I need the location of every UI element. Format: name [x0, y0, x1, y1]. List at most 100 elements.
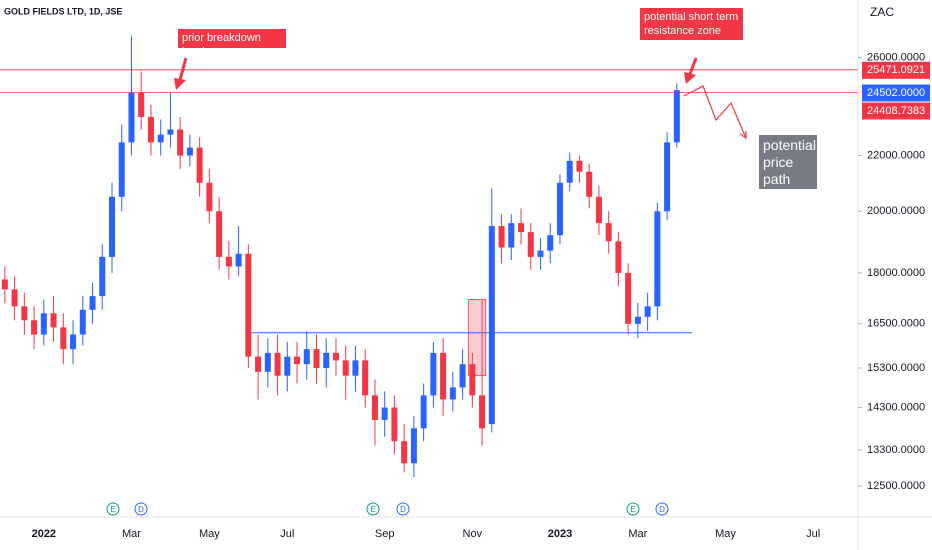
arrow-head [174, 78, 186, 90]
x-tick-label: Mar [122, 528, 141, 540]
price-path [683, 85, 747, 139]
event-label: E [370, 505, 375, 514]
candle-body [381, 407, 388, 420]
candle-body [508, 223, 515, 248]
event-marker [106, 502, 120, 516]
candle-body [547, 235, 554, 251]
x-tick-label: 2022 [32, 528, 56, 540]
arrow-head [684, 72, 696, 84]
annotation: potential short term resistance zone [640, 8, 743, 40]
event-label: E [110, 505, 115, 514]
y-tick-label: 16500.0000 [867, 318, 925, 330]
y-tick-label: 14300.0000 [867, 401, 925, 413]
annotation: potential price path [759, 135, 817, 189]
y-tick-label: 12500.0000 [867, 480, 925, 492]
candle-body [537, 250, 544, 257]
candle-body [391, 407, 398, 442]
arrow [178, 57, 188, 81]
candle-body [371, 395, 378, 420]
candle-body [342, 360, 349, 376]
candle-body [128, 92, 135, 143]
candle-body [40, 313, 47, 335]
currency-label: ZAC [870, 5, 894, 19]
candle-body [644, 306, 651, 317]
candle-body [634, 316, 641, 324]
candle-body [615, 241, 622, 273]
candle-body [225, 256, 232, 267]
candle-body [99, 256, 106, 297]
candle-body [332, 352, 339, 361]
candle-body [566, 160, 573, 183]
candle-body [440, 352, 447, 400]
price-label-box [862, 61, 930, 79]
price-label: 24502.0000 [867, 87, 925, 99]
candle-body [410, 428, 417, 464]
candle-body [108, 196, 115, 257]
candle-body [605, 223, 612, 242]
y-tick-label: 15300.0000 [867, 362, 925, 374]
x-tick-label: Jul [806, 528, 820, 540]
event-marker [396, 502, 410, 516]
candle-body [235, 253, 242, 267]
candle-body [206, 182, 213, 212]
candle-body [70, 334, 77, 350]
candle-body [313, 349, 320, 368]
candle-body [420, 395, 427, 429]
candle-body [255, 356, 262, 372]
candle-body [167, 129, 174, 135]
candle-body [362, 360, 369, 396]
candle-body [60, 327, 67, 350]
candle-body [294, 356, 301, 365]
candle-body [31, 320, 38, 335]
y-tick-label: 22000.0000 [867, 149, 925, 161]
candle-body [352, 360, 359, 376]
x-tick-label: May [715, 528, 736, 540]
candle-body [89, 296, 96, 310]
candle-body [595, 196, 602, 224]
candle-body [216, 211, 223, 257]
arrow [688, 57, 698, 75]
candle-body [11, 289, 18, 307]
candle-body [21, 306, 28, 321]
candle-body [264, 352, 271, 372]
chart-title: GOLD FIELDS LTD, 1D, JSE [4, 6, 122, 16]
drawings [174, 57, 747, 140]
candle-body [430, 352, 437, 396]
event-label: E [630, 505, 635, 514]
candle-body [673, 90, 680, 143]
candle-body [401, 441, 408, 464]
candle-body [654, 211, 661, 307]
x-tick-label: Sep [375, 528, 395, 540]
candle-body [323, 352, 330, 368]
candle-body [498, 226, 505, 248]
event-marker [655, 502, 669, 516]
x-tick-label: Jul [280, 528, 294, 540]
event-label: D [400, 505, 406, 514]
candle-body [138, 92, 145, 117]
candle-body [157, 134, 164, 143]
candle-body [303, 349, 310, 365]
candle-body [284, 356, 291, 376]
candle-body [576, 160, 583, 172]
candle-body [459, 364, 466, 388]
candle-body [274, 352, 281, 376]
x-tick-label: Mar [628, 528, 647, 540]
price-label: 24408.7383 [867, 105, 925, 117]
y-tick-label: 20000.0000 [867, 205, 925, 217]
candle-body [518, 223, 525, 233]
candle-body [186, 147, 193, 156]
candle-body [196, 147, 203, 183]
candle-body [527, 232, 534, 257]
price-path-arrowhead [739, 131, 747, 140]
candle-body [147, 116, 154, 143]
price-label: 25471.0921 [867, 64, 925, 76]
event-marker [366, 502, 380, 516]
price-label-box [862, 84, 930, 102]
candle-body [625, 272, 632, 324]
candle-body [664, 142, 671, 212]
candle-body [79, 309, 86, 335]
y-tick-label: 18000.0000 [867, 267, 925, 279]
x-tick-label: 2023 [548, 528, 572, 540]
